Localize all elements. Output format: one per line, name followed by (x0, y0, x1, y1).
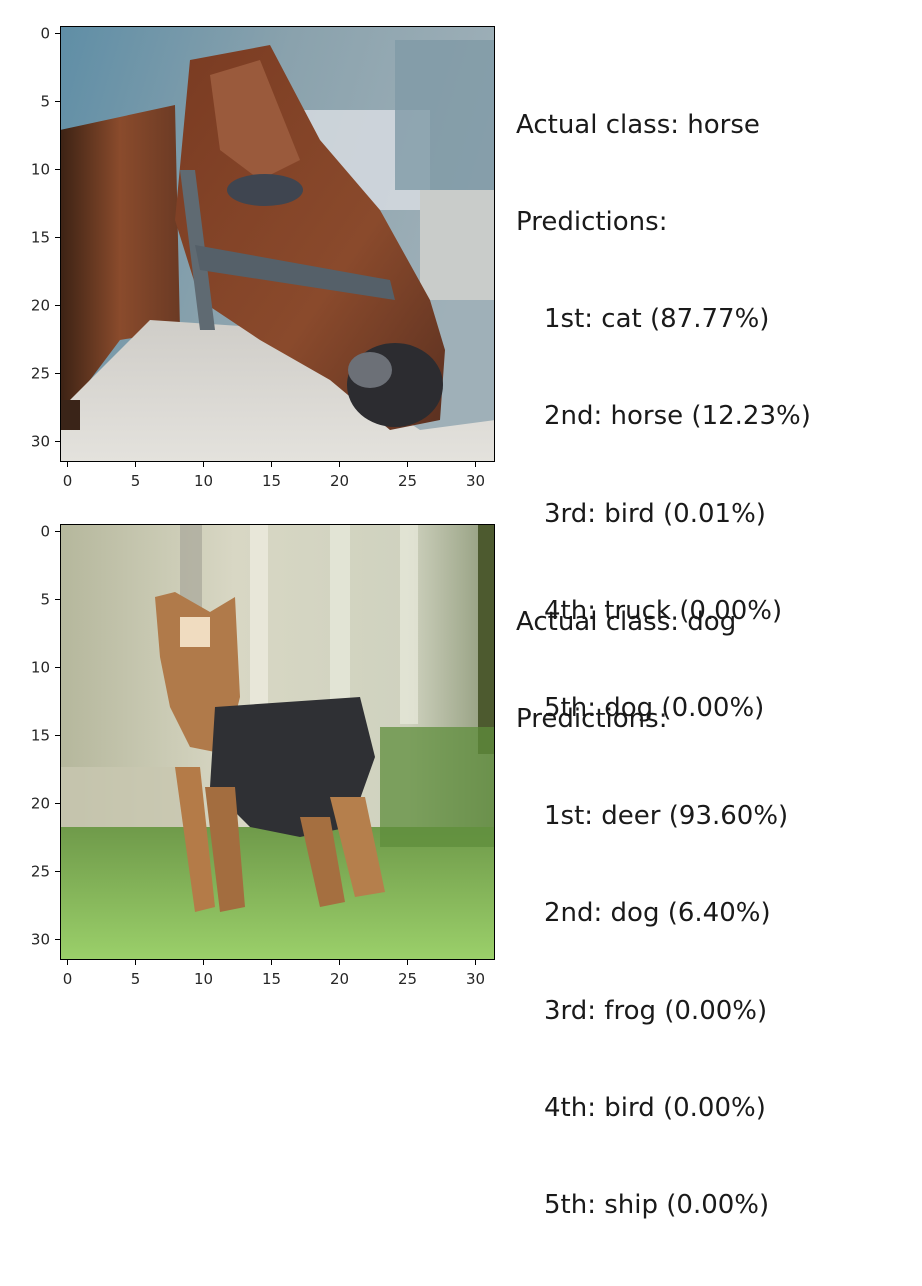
prediction-item: 1st: deer (93.60%) (544, 801, 789, 832)
prediction-item: 3rd: bird (0.01%) (544, 498, 766, 529)
y-tick-label: 10 (31, 161, 50, 179)
y-tick-label: 5 (40, 93, 50, 111)
x-tick-label: 20 (330, 472, 349, 490)
x-tick-label: 25 (398, 970, 417, 988)
x-tick-label: 0 (63, 970, 73, 988)
plot-frame (60, 524, 495, 960)
y-tick-label: 15 (31, 229, 50, 247)
y-tick-label: 0 (40, 25, 50, 43)
x-tick-label: 10 (194, 472, 213, 490)
actual-class-label: Actual class: dog (516, 606, 737, 637)
x-tick-label: 15 (262, 970, 281, 988)
x-tick-label: 30 (466, 970, 485, 988)
x-axis: 0 5 10 15 20 25 30 (63, 462, 485, 490)
actual-class-label: Actual class: horse (516, 109, 760, 140)
prediction-text: Actual class: horse Predictions: 1st: ca… (516, 44, 811, 789)
y-tick-label: 5 (40, 591, 50, 609)
image-plot: 0 5 10 15 20 25 30 0 5 10 15 20 25 30 (31, 25, 495, 490)
plot-frame (60, 26, 495, 462)
y-tick-label: 20 (31, 297, 50, 315)
x-tick-label: 5 (131, 970, 141, 988)
x-tick-label: 30 (466, 472, 485, 490)
y-tick-label: 25 (31, 863, 50, 881)
x-tick-label: 15 (262, 472, 281, 490)
y-tick-label: 30 (31, 931, 50, 949)
prediction-item: 5th: dog (0.00%) (544, 693, 765, 724)
y-tick-label: 15 (31, 727, 50, 745)
prediction-item: 3rd: frog (0.00%) (544, 995, 768, 1026)
x-tick-label: 20 (330, 970, 349, 988)
prediction-panel-horse: 0 5 10 15 20 25 30 0 5 10 15 20 25 30 Actual class: … (0, 0, 922, 724)
x-tick-label: 5 (131, 472, 141, 490)
x-tick-label: 25 (398, 472, 417, 490)
x-axis: 0 5 10 15 20 25 30 (63, 960, 485, 988)
dog-image (60, 524, 495, 960)
prediction-item: 4th: bird (0.00%) (544, 1092, 766, 1123)
predictions-heading: Predictions: (516, 704, 668, 735)
y-tick-label: 25 (31, 365, 50, 383)
image-plot: 0 5 10 15 20 25 30 0 5 10 15 20 25 30 (31, 523, 495, 988)
y-tick-label: 10 (31, 659, 50, 677)
y-axis: 0 5 10 15 20 25 30 (31, 25, 60, 451)
y-tick-label: 0 (40, 523, 50, 541)
prediction-item: 2nd: horse (12.23%) (544, 401, 811, 432)
x-tick-label: 10 (194, 970, 213, 988)
predictions-heading: Predictions: (516, 207, 668, 238)
y-tick-label: 20 (31, 795, 50, 813)
prediction-item: 1st: cat (87.77%) (544, 304, 770, 335)
y-tick-label: 30 (31, 433, 50, 451)
prediction-text: Actual class: dog Predictions: 1st: deer… (516, 541, 788, 1286)
prediction-item: 2nd: dog (6.40%) (544, 898, 771, 929)
y-axis: 0 5 10 15 20 25 30 (31, 523, 60, 949)
prediction-item: 4th: truck (0.00%) (544, 595, 783, 626)
horse-image (60, 26, 495, 462)
prediction-panel-dog: 0 5 10 15 20 25 30 0 5 10 15 20 25 30 Actual class: … (0, 497, 922, 1221)
prediction-item: 5th: ship (0.00%) (544, 1190, 770, 1221)
x-tick-label: 0 (63, 472, 73, 490)
